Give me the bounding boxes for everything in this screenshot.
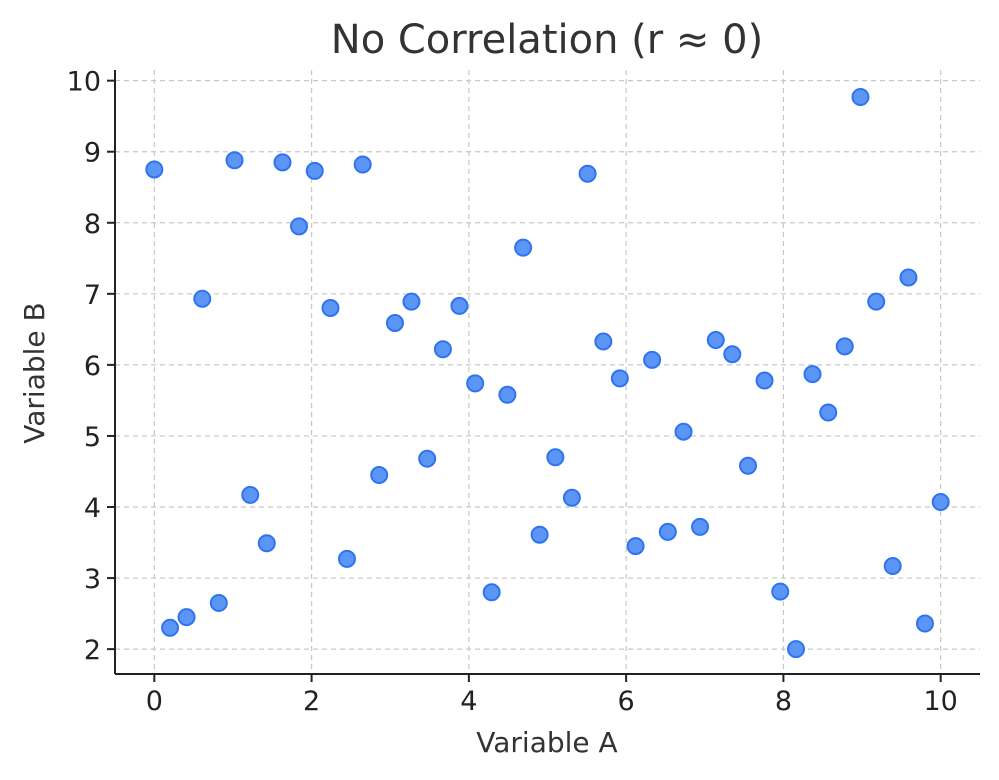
- data-point-16: [402, 292, 421, 311]
- data-point-18: [433, 340, 452, 359]
- data-point-30: [626, 537, 645, 556]
- data-point-41: [803, 365, 822, 384]
- data-point-43: [835, 337, 854, 356]
- data-point-40: [786, 640, 805, 659]
- grid-lines: [115, 70, 980, 674]
- data-point-21: [482, 583, 501, 602]
- data-point-15: [385, 313, 404, 332]
- data-point-0: [145, 160, 164, 179]
- data-point-48: [915, 614, 934, 633]
- data-point-3: [193, 289, 212, 308]
- x-axis-ticks: 0 2 4 6 8 10: [146, 674, 958, 717]
- data-point-10: [305, 161, 324, 180]
- data-point-36: [723, 345, 742, 364]
- data-point-14: [370, 466, 389, 485]
- x-tick-label-4: 8: [775, 686, 792, 717]
- data-point-45: [867, 292, 886, 311]
- data-point-49: [931, 493, 950, 512]
- y-axis-label: Variable B: [18, 302, 51, 443]
- data-point-17: [418, 449, 437, 468]
- data-point-24: [530, 525, 549, 544]
- y-tick-label-2: 4: [84, 493, 101, 524]
- x-tick-label-5: 10: [924, 686, 958, 717]
- x-tick-label-0: 0: [146, 686, 163, 717]
- data-point-19: [450, 296, 469, 315]
- axes: [114, 70, 980, 675]
- y-tick-label-0: 2: [84, 635, 101, 666]
- data-point-11: [321, 299, 340, 318]
- data-point-32: [658, 522, 677, 541]
- x-tick-label-3: 6: [618, 686, 635, 717]
- data-point-29: [610, 369, 629, 388]
- chart-title: No Correlation (r ≈ 0): [331, 17, 763, 63]
- data-point-47: [899, 268, 918, 287]
- y-tick-label-4: 6: [84, 351, 101, 382]
- data-point-5: [225, 151, 244, 170]
- data-point-23: [514, 238, 533, 257]
- data-point-8: [273, 153, 292, 172]
- data-point-46: [883, 556, 902, 575]
- data-point-20: [466, 374, 485, 393]
- x-tick-label-2: 4: [460, 686, 477, 717]
- data-point-44: [851, 88, 870, 107]
- data-point-2: [177, 608, 196, 627]
- data-point-22: [498, 385, 517, 404]
- y-axis-ticks: 2 3 4 5 6 7 8 9 10: [67, 67, 115, 666]
- data-point-28: [594, 332, 613, 351]
- data-point-25: [546, 448, 565, 467]
- data-point-38: [755, 371, 774, 390]
- y-tick-label-6: 8: [84, 209, 101, 240]
- data-point-6: [241, 485, 260, 504]
- data-points: [145, 88, 950, 659]
- data-point-35: [706, 331, 725, 350]
- y-tick-label-7: 9: [84, 138, 101, 169]
- data-point-12: [337, 549, 356, 568]
- data-point-7: [257, 534, 276, 553]
- y-tick-label-8: 10: [67, 67, 101, 98]
- x-axis-label: Variable A: [476, 726, 617, 759]
- data-point-26: [562, 488, 581, 507]
- data-point-9: [290, 217, 309, 236]
- data-point-39: [771, 582, 790, 601]
- data-point-33: [674, 422, 693, 441]
- data-point-42: [819, 403, 838, 422]
- data-point-31: [643, 350, 662, 369]
- data-point-27: [578, 164, 597, 183]
- data-point-4: [209, 593, 228, 612]
- y-tick-label-5: 7: [84, 280, 101, 311]
- y-tick-label-1: 3: [84, 564, 101, 595]
- data-point-34: [691, 517, 710, 536]
- data-point-37: [739, 456, 758, 475]
- x-tick-label-1: 2: [303, 686, 320, 717]
- y-tick-label-3: 5: [84, 422, 101, 453]
- data-point-13: [353, 155, 372, 174]
- data-point-1: [161, 618, 180, 637]
